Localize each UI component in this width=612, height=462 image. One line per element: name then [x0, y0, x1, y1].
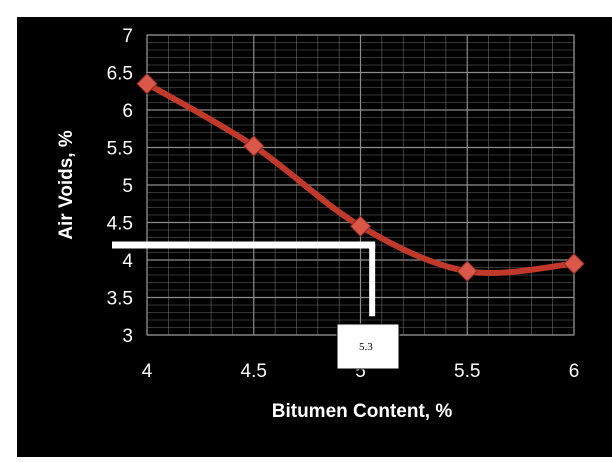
x-axis-title: Bitumen Content, % — [272, 401, 453, 422]
y-tick-label: 4.5 — [107, 214, 133, 235]
x-tick-label: 5.5 — [454, 361, 480, 382]
series-layer — [136, 73, 585, 282]
x-tick-label: 4 — [142, 361, 153, 382]
y-tick-label: 6.5 — [107, 64, 133, 85]
callout-label: 5.3 — [359, 341, 373, 353]
chart-background — [17, 17, 612, 457]
data-point-marker — [243, 135, 265, 157]
data-point-marker — [563, 253, 585, 275]
y-tick-label: 3 — [122, 326, 133, 347]
x-tick-label: 5 — [355, 361, 366, 382]
callout-box — [336, 323, 400, 370]
y-tick-label: 6 — [122, 101, 133, 122]
y-tick-label: 3.5 — [107, 289, 133, 310]
data-point-marker — [456, 260, 478, 282]
data-point-marker — [136, 73, 158, 95]
y-axis-title: Air Voids, % — [56, 130, 77, 240]
x-tick-label: 6 — [569, 361, 580, 382]
y-tick-label: 5.5 — [107, 139, 133, 160]
grid-layer — [146, 34, 575, 336]
y-tick-label: 7 — [122, 26, 133, 47]
callout: 5.3 — [336, 323, 400, 370]
guide-lines — [112, 241, 376, 317]
x-tick-label: 4.5 — [241, 361, 267, 382]
data-point-marker — [349, 215, 372, 237]
y-tick-label: 4 — [122, 251, 133, 272]
tick-labels: 4 4.5 5 5.5 6 3 3.5 4 4.5 5 5.5 6 6.5 7 — [107, 26, 580, 382]
y-tick-label: 5 — [122, 176, 133, 197]
